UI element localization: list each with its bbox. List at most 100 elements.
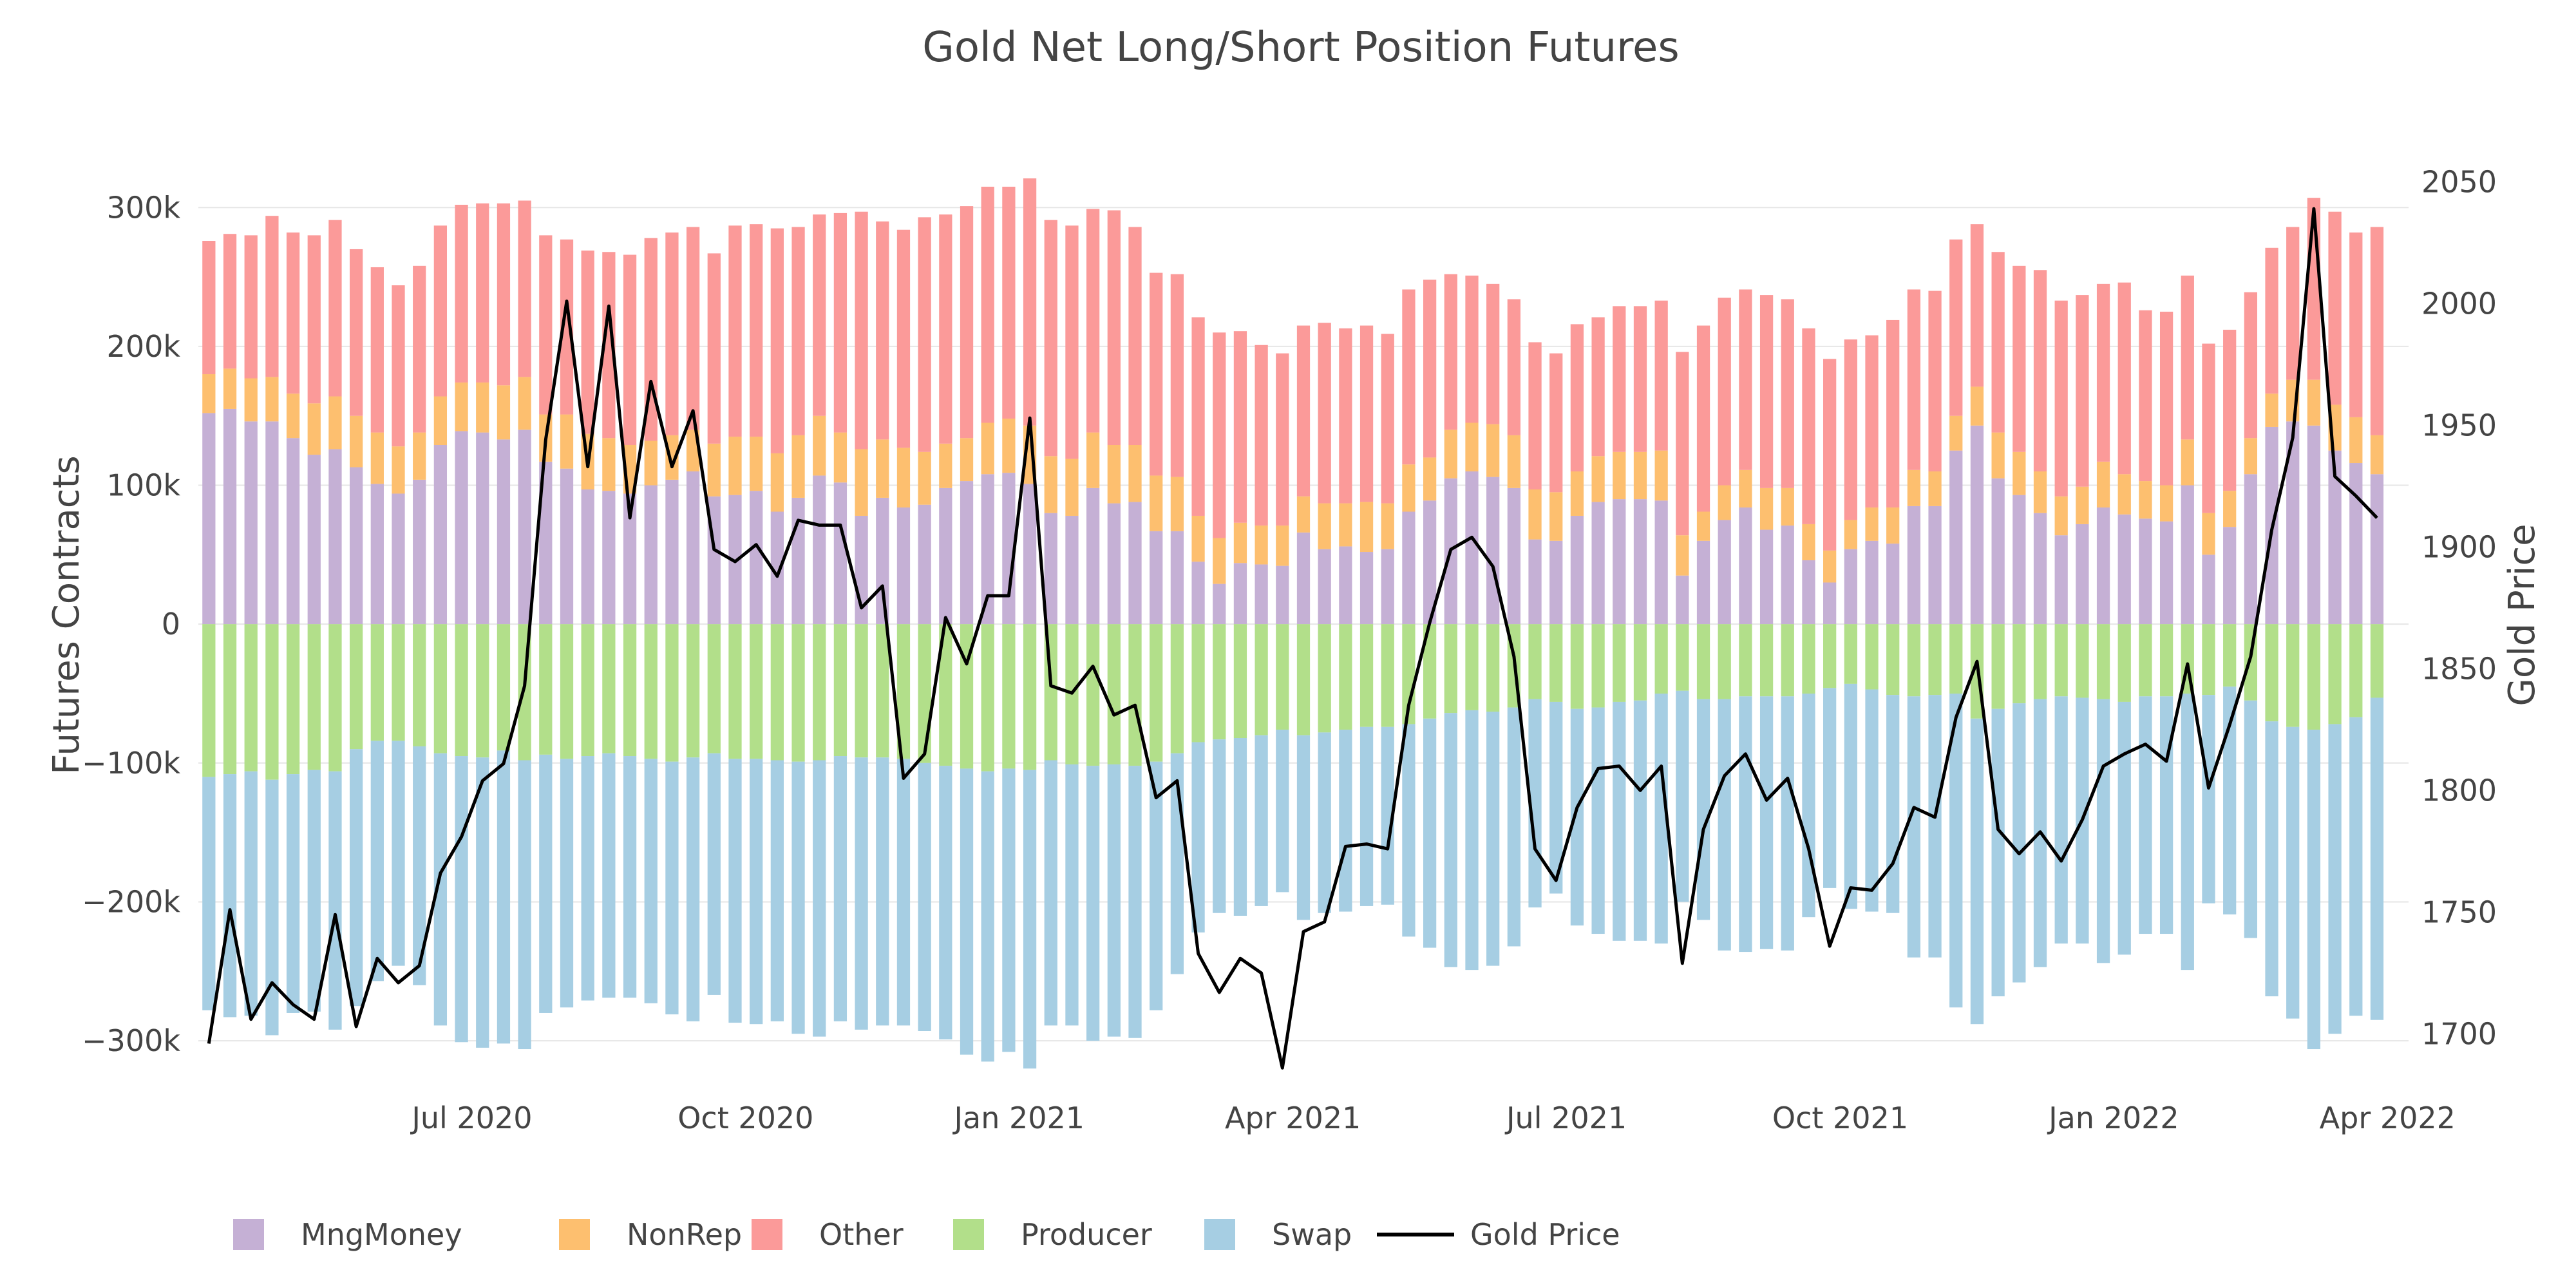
bar-mngmoney [1528,539,1542,625]
bar-mngmoney [2033,513,2047,625]
bar-mngmoney [1002,473,1016,625]
legend-label-producer: Producer [1021,1217,1152,1252]
bar-nonrep [1170,477,1184,531]
bar-producer [581,624,594,757]
bar-mngmoney [539,461,553,625]
bar-mngmoney [2223,527,2237,625]
y2-tick-label: 1700 [2421,1016,2497,1051]
bar-swap [1444,713,1457,967]
bar-swap [1339,730,1352,912]
bar-nonrep [2076,486,2089,524]
gold-price-line [207,207,2378,1070]
bar-swap [1213,739,1226,913]
bar-other [1991,252,2005,433]
bar-swap [307,770,321,1012]
bar-mngmoney [560,468,574,625]
bar-other [286,232,300,394]
bar-other [602,252,616,439]
bar-swap [855,757,868,1030]
bar-producer [476,624,489,758]
bar-other [2117,282,2131,475]
bar-nonrep [2159,485,2174,522]
bar-producer [2033,624,2047,699]
bar-other [1276,353,1289,526]
bar-swap [1696,699,1710,920]
bar-other [1255,345,1268,526]
bar-producer [1759,624,1774,697]
bar-producer [370,624,384,741]
bar-swap [518,760,531,1050]
bar-nonrep [497,385,511,440]
bar-mngmoney [2286,421,2300,625]
bar-producer [413,624,426,746]
bar-mngmoney [476,432,489,625]
bar-other [1528,342,1542,490]
bar-mngmoney [1970,425,1984,625]
bar-mngmoney [202,413,216,625]
bar-mngmoney [2076,524,2089,625]
bar-mngmoney [876,497,889,625]
bar-swap [244,771,258,1016]
bar-other [1359,325,1374,502]
bar-other [981,186,994,423]
bar-mngmoney [413,479,426,625]
bar-swap [1759,696,1774,949]
bar-nonrep [2139,481,2152,519]
bar-nonrep [433,396,448,445]
bar-swap [1044,760,1057,1026]
bar-swap [896,759,911,1026]
bar-nonrep [2349,417,2363,464]
bar-other [2054,300,2068,497]
bar-producer [2223,624,2237,687]
bar-other [1213,332,1226,538]
bar-nonrep [1613,451,1626,500]
bar-other [1970,224,1984,387]
bar-swap [2159,696,2174,934]
bar-producer [1886,624,1900,696]
bar-nonrep [1339,503,1352,547]
bar-producer [223,624,237,775]
x-tick-label: Apr 2021 [1225,1101,1361,1135]
bar-producer [2054,624,2068,697]
y-axis-ticks: −300k −200k −100k 0 100k 200k 300k [82,190,180,1058]
bar-producer [1170,624,1184,753]
bar-producer [1928,624,1942,696]
bar-nonrep [1276,526,1289,566]
bar-other [328,220,342,397]
bar-swap [455,756,468,1043]
bar-producer [202,624,216,777]
bar-swap [265,779,279,1036]
bar-other [1591,317,1605,457]
bar-other [1886,319,1900,508]
bar-other [244,235,258,379]
bar-producer [1781,624,1794,697]
bar-producer [2096,624,2110,699]
bar-swap [1128,766,1142,1038]
bar-nonrep [2307,379,2321,426]
legend-swatch-swap [1204,1219,1235,1250]
bar-nonrep [665,435,679,480]
bar-swap [1402,724,1416,937]
bar-nonrep [2117,474,2131,515]
bar-producer [686,624,700,758]
bar-producer [918,624,931,763]
bar-nonrep [1381,503,1394,549]
bar-producer [1107,624,1121,764]
bar-producer [328,624,342,772]
bar-swap [1318,732,1331,913]
bar-swap [770,760,784,1021]
legend[interactable]: MngMoney NonRep Other Producer Swap Gold Pric… [233,1217,1620,1252]
bar-swap [2307,730,2321,1050]
bar-nonrep [1970,386,1984,426]
bar-nonrep [1928,471,1942,506]
bar-other [476,203,489,383]
bar-producer [1676,624,1689,691]
bar-producer [833,624,848,757]
bar-mngmoney [2159,521,2174,625]
bar-mngmoney [960,481,974,625]
bar-nonrep [855,449,868,516]
bar-swap [2265,721,2278,997]
bar-producer [1255,624,1268,735]
bar-swap [497,750,511,1044]
